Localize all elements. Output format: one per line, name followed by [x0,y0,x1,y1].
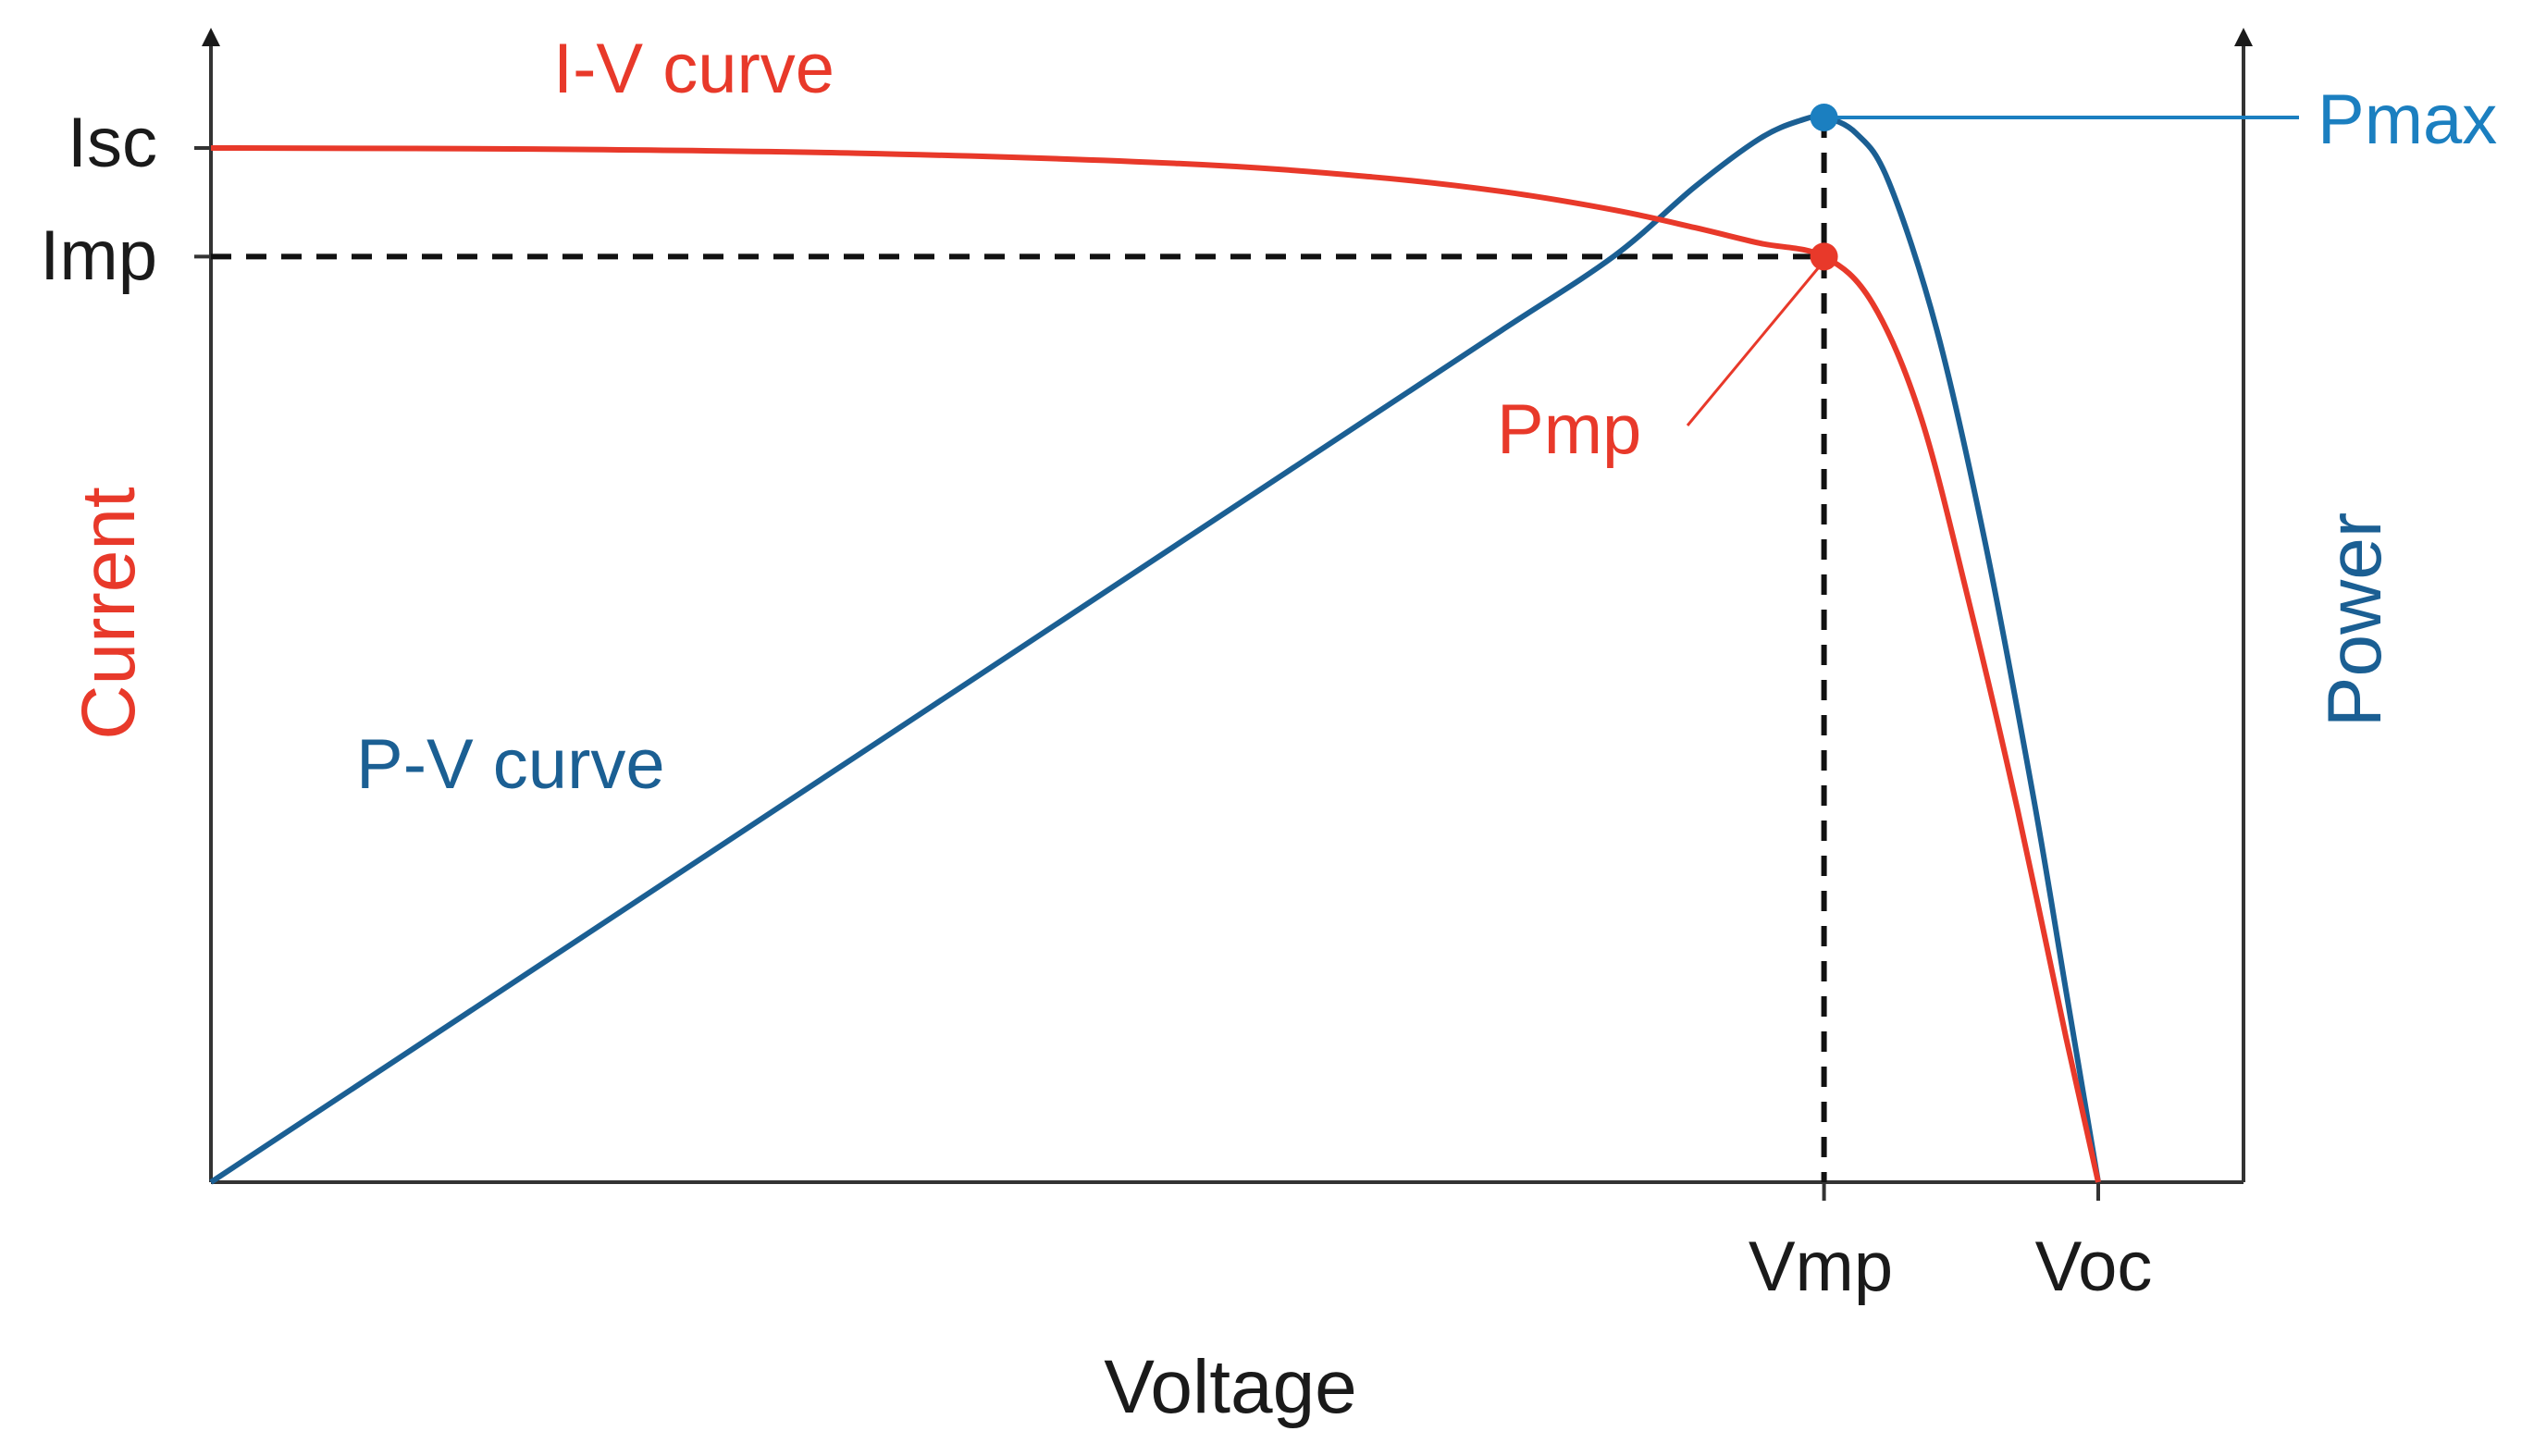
x-axis-title: Voltage [1104,1345,1357,1429]
pv-curve-line [209,114,2101,1185]
left-axis-title: Current [67,487,151,740]
pmax-label: Pmax [2318,80,2497,159]
x-tick-label-vmp: Vmp [1749,1228,1893,1306]
iv-curve-line [210,145,2101,1183]
pmp-label: Pmp [1497,390,1641,469]
pmax-point [1810,104,1838,131]
pmp-leader-line [1686,266,1820,426]
x-tick-label-voc: Voc [2035,1228,2153,1306]
right-axis-title: Power [2313,512,2397,727]
pmp-point [1810,242,1838,271]
iv-curve-label: I-V curve [553,30,834,108]
y-tick-label-isc: Isc [68,104,157,182]
pv-curve-label: P-V curve [356,725,665,804]
y-tick-label-imp: Imp [40,216,157,295]
